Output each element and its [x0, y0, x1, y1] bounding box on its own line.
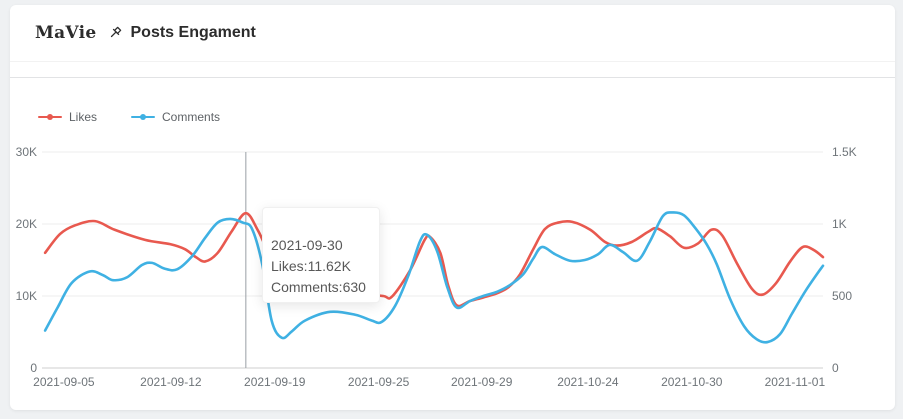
comments-series-line[interactable] — [43, 211, 825, 344]
brand-title: MaVie — [35, 23, 97, 43]
legend-label-likes: Likes — [69, 110, 98, 124]
y-axis-left-label: 10K — [15, 289, 37, 303]
legend-item-comments[interactable]: Comments — [131, 110, 220, 124]
y-axis-right-label: 0 — [832, 361, 839, 375]
engagement-line-chart[interactable] — [10, 5, 895, 410]
x-axis-label: 2021-09-05 — [33, 375, 95, 389]
chart-legend: Likes Comments — [38, 110, 220, 124]
legend-label-comments: Comments — [162, 110, 221, 124]
y-axis-left-label: 20K — [15, 217, 37, 231]
y-axis-left-label: 30K — [15, 145, 37, 159]
x-axis-label: 2021-09-12 — [140, 375, 202, 389]
y-axis-right-label: 500 — [832, 289, 853, 303]
y-axis-right-label: 1.5K — [832, 145, 857, 159]
legend-dot — [47, 114, 53, 120]
tooltip-date: 2021-09-30 — [271, 237, 343, 253]
tooltip-comments-value: Comments:630 — [271, 279, 366, 295]
likes-series-line[interactable] — [43, 211, 825, 308]
comments-line-marker — [131, 111, 156, 123]
pushpin-icon — [106, 24, 124, 42]
y-axis-left-label: 0 — [30, 361, 37, 375]
legend-dot — [140, 114, 147, 120]
likes-line-marker — [38, 111, 62, 123]
x-axis-label: 2021-09-25 — [347, 375, 410, 389]
chart-tooltip: 2021-09-30 Likes:11.62K Comments:630 — [262, 207, 380, 303]
x-axis-label: 2021-09-19 — [244, 375, 306, 389]
header-divider — [10, 62, 895, 78]
x-axis-label: 2021-09-29 — [450, 375, 513, 389]
x-axis-label: 2021-10-30 — [661, 375, 723, 389]
y-axis-right-label: 1K — [832, 217, 847, 231]
legend-item-likes[interactable]: Likes — [38, 110, 97, 124]
card-header: MaVie Posts Engament — [10, 5, 895, 62]
tooltip-likes-value: Likes:11.62K — [271, 258, 351, 274]
page-title: Posts Engament — [130, 24, 256, 41]
x-axis-label: 2021-10-24 — [557, 375, 619, 389]
engagement-card: MaVie Posts Engament Likes — [10, 5, 895, 410]
x-axis-label: 2021-11-01 — [764, 375, 826, 389]
